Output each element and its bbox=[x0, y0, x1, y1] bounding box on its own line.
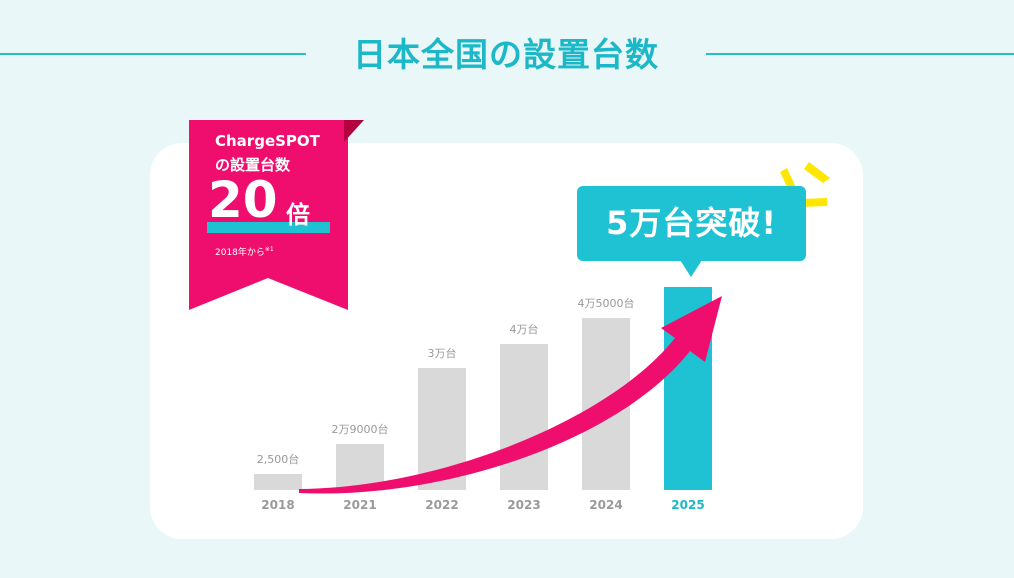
bar-2023 bbox=[500, 344, 548, 490]
data-label-2018: 2,500台 bbox=[257, 452, 300, 466]
x-tick-label-2021: 2021 bbox=[343, 498, 376, 512]
badge-number: 20 bbox=[208, 171, 278, 229]
growth-arrow-body bbox=[299, 296, 722, 494]
title-rule-right bbox=[706, 53, 1014, 55]
ribbon-fold bbox=[344, 120, 364, 142]
data-label-2024: 4万5000台 bbox=[578, 296, 635, 310]
badge-note-text: 2018年から bbox=[215, 248, 265, 258]
title-area: 日本全国の設置台数 bbox=[0, 22, 1014, 82]
bars-layer: 2018 2,500台 2021 2万9000台 2022 3万台 2023 4万台 2024 4… bbox=[254, 287, 712, 512]
bar-2018 bbox=[254, 474, 302, 490]
data-label-2021: 2万9000台 bbox=[332, 422, 389, 436]
badge-underline bbox=[207, 222, 330, 233]
badge-note: 2018年から※1 bbox=[215, 245, 274, 258]
x-tick-label-2023: 2023 bbox=[507, 498, 540, 512]
x-tick-label-2024: 2024 bbox=[589, 498, 622, 512]
callout-tail bbox=[680, 260, 702, 277]
badge-note-mark: ※1 bbox=[264, 246, 274, 253]
data-label-2022: 3万台 bbox=[428, 346, 457, 360]
bar-2021 bbox=[336, 444, 384, 490]
title-rule-left bbox=[0, 53, 306, 55]
badge-line2: の設置台数 bbox=[215, 156, 291, 174]
x-tick-label-2018: 2018 bbox=[261, 498, 294, 512]
callout-bubble: 5万台突破! bbox=[577, 186, 806, 261]
ribbon-shape bbox=[189, 120, 348, 310]
page-title: 日本全国の設置台数 bbox=[353, 35, 659, 74]
callout-text: 5万台突破! bbox=[606, 204, 777, 242]
growth-arrow bbox=[299, 296, 722, 494]
badge-line1: ChargeSPOT bbox=[215, 132, 320, 150]
x-tick-label-2025: 2025 bbox=[671, 498, 704, 512]
badge-ribbon bbox=[189, 120, 348, 310]
badge-unit: 倍 bbox=[286, 201, 310, 229]
data-label-2023: 4万台 bbox=[510, 322, 539, 336]
x-tick-label-2022: 2022 bbox=[425, 498, 458, 512]
